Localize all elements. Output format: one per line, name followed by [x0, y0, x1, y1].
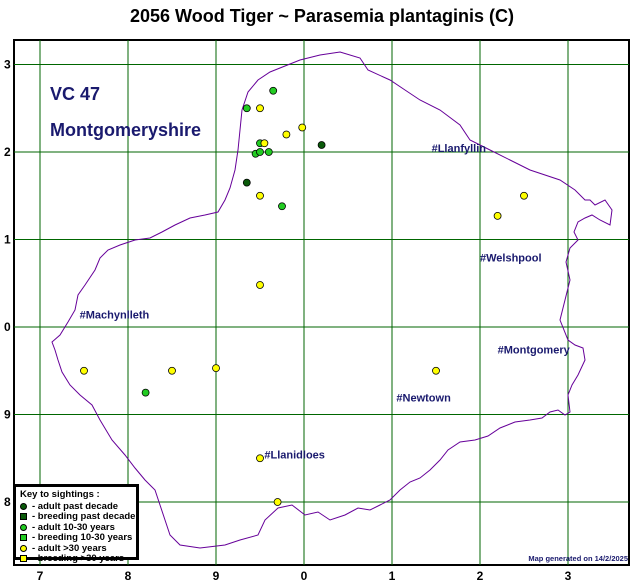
place-label: #Newtown: [396, 392, 451, 404]
circle-symbol-icon: [20, 502, 27, 510]
square-symbol-icon: [20, 513, 27, 521]
legend-item-label: - adult 10-30 years: [32, 521, 115, 533]
sighting-marker: [432, 366, 440, 375]
sighting-marker: [242, 104, 251, 113]
square-symbol-icon: [20, 555, 27, 563]
place-label: #Machynlleth: [80, 309, 150, 321]
place-label: #Llanidloes: [264, 449, 325, 461]
x-axis-labels: 7 8 9 0 1 2 3: [37, 569, 572, 583]
x-tick-label: 0: [301, 569, 308, 583]
sighting-marker: [256, 104, 264, 113]
vc-name: Montgomeryshire: [50, 120, 201, 140]
sighting-marker: [141, 388, 150, 397]
place-label: #Llanfyllin: [432, 143, 487, 155]
x-tick-label: 9: [213, 569, 220, 583]
legend-item: - breeding past decade: [20, 511, 136, 523]
sighting-marker: [493, 211, 502, 220]
sighting-marker: [264, 148, 273, 156]
grid-lines: [14, 40, 629, 565]
sighting-marker: [256, 148, 264, 156]
sighting-marker: [256, 454, 264, 463]
sighting-marker: [212, 364, 220, 373]
y-tick-label: 0: [4, 320, 11, 334]
circle-symbol-icon: [20, 523, 27, 531]
place-label: #Montgomery: [498, 344, 571, 356]
legend-item: - breeding 10-30 years: [20, 532, 133, 544]
legend: Key to sightings : - adult past decade - …: [13, 484, 139, 564]
sighting-marker: [168, 366, 176, 375]
map-frame: [13, 39, 630, 566]
sighting-marker: [269, 86, 278, 95]
generated-date: Map generated on 14/2/2025: [528, 554, 628, 563]
x-tick-label: 3: [565, 569, 572, 583]
sighting-marker: [278, 202, 286, 211]
sighting-markers: [80, 86, 528, 506]
y-tick-label: 9: [4, 408, 11, 422]
legend-item: - breeding >30 years: [20, 553, 132, 565]
legend-item: - adult 10-30 years: [20, 522, 132, 533]
legend-items: - adult past decade - breeding past decad…: [20, 501, 136, 565]
x-tick-label: 1: [389, 569, 396, 583]
legend-item-label: - breeding >30 years: [32, 553, 125, 565]
place-label: #Welshpool: [480, 252, 542, 264]
y-tick-label: 1: [4, 233, 11, 247]
y-tick-label: 2: [4, 145, 11, 159]
x-tick-label: 7: [37, 569, 44, 583]
y-tick-label: 8: [4, 495, 11, 509]
sighting-marker: [298, 123, 307, 132]
sighting-marker: [80, 366, 88, 375]
sighting-marker: [256, 281, 264, 289]
y-tick-label: 3: [4, 58, 11, 72]
square-symbol-icon: [20, 534, 27, 542]
legend-item: - adult >30 years: [20, 543, 132, 554]
sighting-marker: [242, 178, 251, 187]
sighting-marker: [282, 130, 291, 139]
vc-code: VC 47: [50, 84, 100, 104]
circle-symbol-icon: [20, 544, 27, 552]
place-labels: #Llanfyllin #Welshpool #Machynlleth #Montgo…: [80, 143, 571, 461]
county-boundary: [51, 51, 613, 549]
map-title: 2056 Wood Tiger ~ Parasemia plantaginis …: [130, 6, 514, 26]
x-tick-label: 8: [125, 569, 132, 583]
legend-item-label: - adult >30 years: [32, 542, 107, 554]
legend-item: - adult past decade: [20, 501, 132, 512]
legend-item-label: - adult past decade: [32, 500, 119, 512]
legend-item-label: - breeding 10-30 years: [32, 532, 133, 544]
sighting-marker: [273, 498, 282, 506]
sighting-marker: [520, 191, 528, 200]
legend-heading: Key to sightings :: [20, 489, 100, 500]
x-tick-label: 2: [477, 569, 484, 583]
sighting-marker: [260, 139, 269, 148]
sighting-marker: [317, 141, 326, 149]
sighting-marker: [256, 191, 264, 200]
legend-item-label: - breeding past decade: [32, 511, 136, 523]
